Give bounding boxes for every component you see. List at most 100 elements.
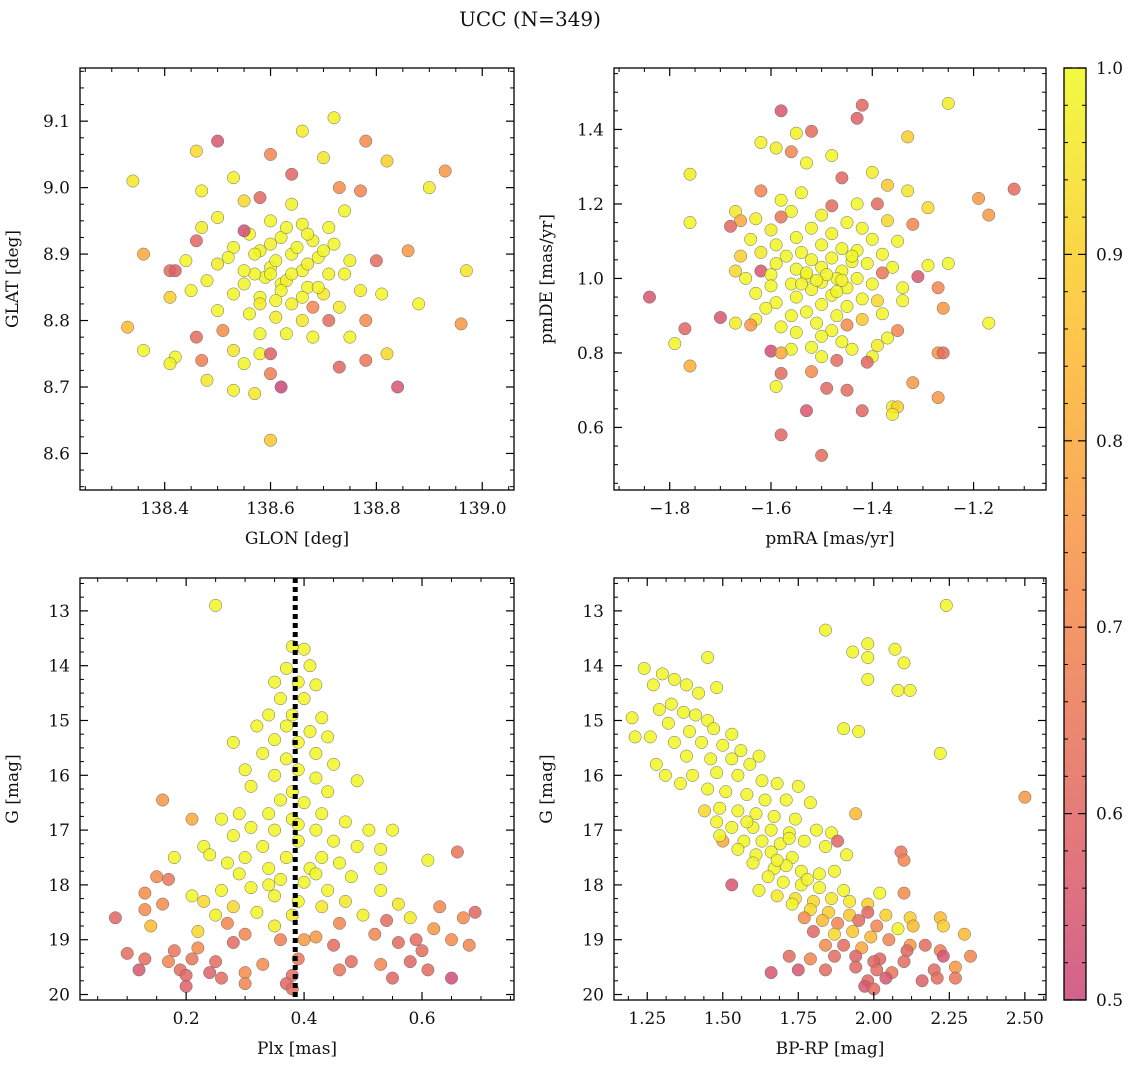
data-point (322, 314, 336, 327)
data-point (837, 722, 851, 736)
data-point (646, 678, 660, 692)
data-point (865, 165, 879, 179)
data-point (421, 853, 435, 867)
data-point (845, 342, 859, 356)
data-point (268, 889, 282, 903)
data-point (794, 186, 808, 200)
colorbar-tick-label: 1.0 (1096, 59, 1123, 79)
y-tick-label: 19 (48, 931, 70, 951)
data-point (774, 193, 788, 207)
data-point (918, 938, 932, 952)
data-point (713, 829, 727, 843)
data-point (132, 963, 146, 977)
data-point (226, 900, 240, 914)
data-point (121, 320, 135, 334)
data-point (740, 788, 754, 801)
data-point (850, 271, 864, 285)
data-point (303, 659, 317, 673)
data-point (156, 897, 170, 911)
data-point (227, 287, 240, 301)
data-point (108, 911, 122, 925)
y-tick-label: 0.8 (577, 344, 604, 364)
data-point (837, 883, 851, 897)
data-point (734, 214, 748, 228)
data-point (167, 851, 181, 864)
data-point (767, 809, 781, 823)
data-point (643, 730, 657, 744)
y-axis-label: pmDE [mas/yr] (537, 214, 557, 344)
data-point (237, 264, 251, 278)
data-point (227, 171, 240, 185)
data-point (203, 848, 217, 862)
data-point (870, 339, 884, 352)
data-point (189, 330, 203, 344)
data-point (321, 883, 335, 897)
data-point (138, 886, 152, 900)
data-point (674, 777, 687, 790)
data-point (870, 197, 884, 211)
scatter-points (108, 598, 482, 996)
colorbar: 0.5 0.6 0.7 0.8 0.9 1.0 (1063, 59, 1123, 1011)
data-point (915, 974, 929, 988)
data-point (359, 134, 373, 148)
data-point (881, 214, 894, 228)
data-point (761, 870, 775, 884)
data-point (321, 785, 335, 799)
data-point (445, 933, 458, 947)
data-point (846, 925, 860, 938)
data-point (253, 327, 267, 341)
data-point (374, 842, 388, 856)
data-point (906, 919, 920, 933)
data-point (683, 359, 697, 373)
data-point (886, 407, 899, 421)
data-point (806, 925, 820, 938)
data-point (875, 266, 889, 280)
data-point (870, 963, 884, 977)
data-point (297, 796, 311, 810)
data-point (875, 307, 889, 321)
data-point (211, 257, 225, 271)
data-point (831, 916, 845, 930)
data-point (749, 212, 763, 226)
data-point (459, 264, 473, 278)
data-point (321, 730, 335, 744)
data-point (309, 678, 323, 692)
data-point (936, 949, 950, 963)
data-point (338, 267, 352, 281)
data-point (828, 927, 841, 941)
data-point (427, 922, 441, 936)
data-point (820, 268, 834, 282)
colorbar-tick-label: 0.6 (1096, 805, 1123, 825)
y-tick-label: 14 (582, 657, 604, 677)
data-point (375, 287, 389, 301)
data-point (279, 327, 293, 341)
data-point (338, 815, 352, 829)
data-point (658, 768, 672, 782)
data-point (903, 683, 917, 697)
data-point (805, 253, 818, 267)
data-point (849, 960, 863, 974)
data-point (253, 191, 267, 205)
data-point (805, 365, 818, 379)
y-tick-label: 13 (48, 602, 70, 622)
colorbar-tick-label: 0.8 (1096, 432, 1123, 452)
data-point (729, 316, 742, 330)
data-point (803, 796, 817, 810)
y-tick-label: 9.1 (43, 112, 70, 132)
y-tick-label: 17 (48, 821, 70, 841)
data-point (689, 708, 703, 722)
data-point (163, 290, 177, 304)
data-point (185, 889, 199, 903)
data-point (815, 238, 829, 252)
data-point (297, 642, 311, 656)
data-point (291, 834, 305, 848)
data-point (686, 768, 699, 782)
data-point (855, 292, 869, 306)
data-point (332, 181, 346, 195)
data-point (327, 938, 341, 952)
data-point (797, 911, 811, 925)
data-point (815, 329, 829, 343)
data-point (227, 383, 240, 397)
scatter-points (643, 96, 1021, 462)
data-point (285, 267, 299, 281)
